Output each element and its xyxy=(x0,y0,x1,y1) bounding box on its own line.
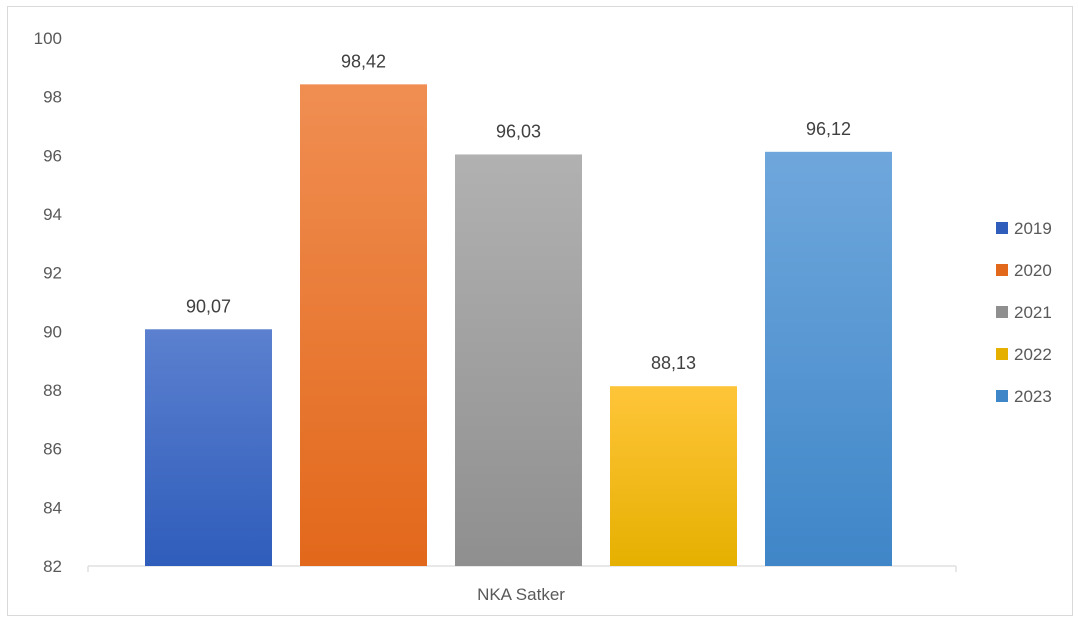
y-tick-label: 82 xyxy=(43,557,62,576)
y-tick-label: 96 xyxy=(43,146,62,165)
legend-swatch-2022 xyxy=(996,348,1008,360)
legend-swatch-2019 xyxy=(996,222,1008,234)
y-tick-label: 94 xyxy=(43,205,62,224)
bar-2019 xyxy=(145,329,272,566)
y-tick-label: 88 xyxy=(43,381,62,400)
y-tick-label: 86 xyxy=(43,440,62,459)
legend-swatch-2020 xyxy=(996,264,1008,276)
bar-2020 xyxy=(300,84,427,566)
legend-label-2020: 2020 xyxy=(1014,261,1052,280)
legend-label-2021: 2021 xyxy=(1014,303,1052,322)
legend-swatch-2023 xyxy=(996,390,1008,402)
legend-swatch-2021 xyxy=(996,306,1008,318)
legend-label-2022: 2022 xyxy=(1014,345,1052,364)
data-label-2020: 98,42 xyxy=(341,51,386,71)
data-label-2019: 90,07 xyxy=(186,296,231,316)
data-label-2022: 88,13 xyxy=(651,353,696,373)
legend-label-2023: 2023 xyxy=(1014,387,1052,406)
data-label-2021: 96,03 xyxy=(496,121,541,141)
y-tick-label: 84 xyxy=(43,498,62,517)
legend-label-2019: 2019 xyxy=(1014,219,1052,238)
legend: 2019 2020 2021 2022 2023 xyxy=(996,219,1052,406)
y-axis-ticks: 82 84 86 88 90 92 94 96 98 100 xyxy=(34,29,62,576)
y-tick-label: 90 xyxy=(43,322,62,341)
data-label-2023: 96,12 xyxy=(806,119,851,139)
x-category-label: NKA Satker xyxy=(477,585,565,604)
data-labels-group: 90,07 98,42 96,03 88,13 96,12 xyxy=(186,51,851,373)
bars-group xyxy=(145,84,892,566)
bar-2021 xyxy=(455,154,582,566)
bar-2022 xyxy=(610,386,737,566)
y-tick-label: 98 xyxy=(43,88,62,107)
y-tick-label: 92 xyxy=(43,264,62,283)
y-tick-label: 100 xyxy=(34,29,62,48)
bar-2023 xyxy=(765,151,892,566)
